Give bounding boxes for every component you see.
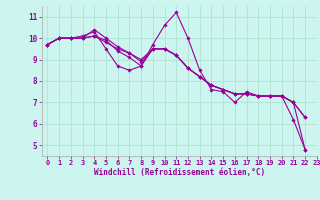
X-axis label: Windchill (Refroidissement éolien,°C): Windchill (Refroidissement éolien,°C)	[94, 168, 265, 177]
